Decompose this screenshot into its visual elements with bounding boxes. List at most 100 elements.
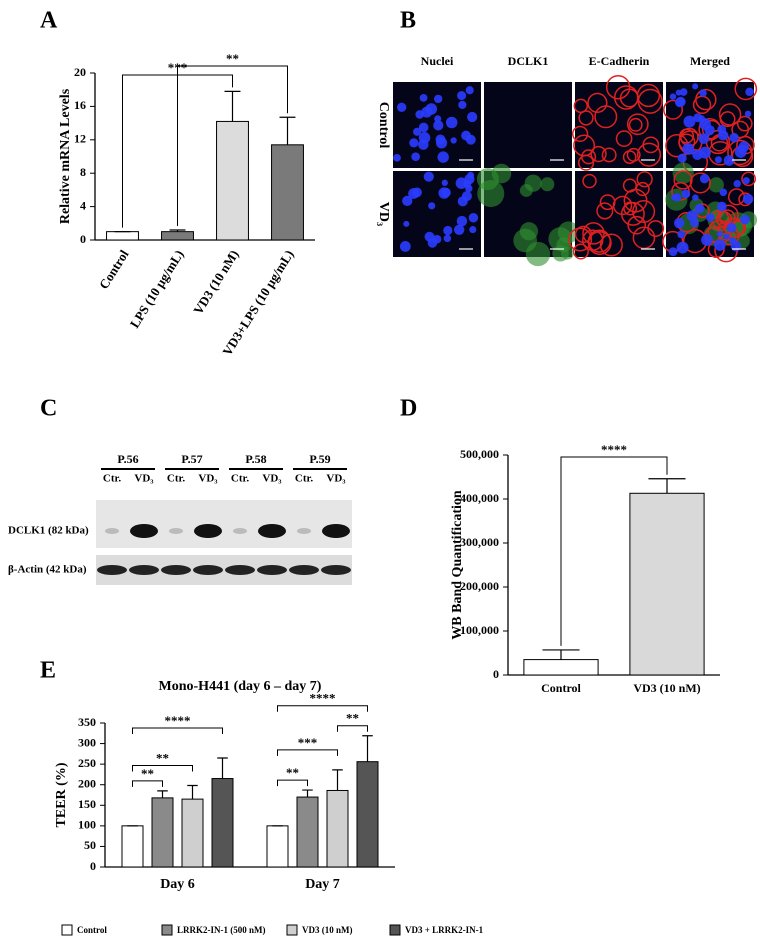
cell-membrane	[572, 243, 589, 260]
nucleus	[450, 137, 457, 144]
significance-bracket	[132, 727, 223, 734]
dclk1-band	[297, 528, 311, 534]
nucleus	[461, 130, 471, 141]
significance-bracket	[277, 749, 338, 756]
y-tick-label: 8	[80, 165, 86, 179]
micrograph	[568, 171, 665, 260]
cell-membrane	[718, 103, 742, 126]
cell-signal	[540, 177, 555, 192]
nucleus	[453, 224, 465, 235]
y-tick-label: 0	[80, 232, 86, 246]
y-tick-label: 16	[74, 98, 86, 112]
micrograph	[571, 74, 663, 171]
nucleus	[701, 233, 713, 246]
y-tick-label: 400,000	[460, 491, 499, 505]
nucleus	[403, 220, 410, 227]
legend-swatch	[61, 924, 73, 936]
error-bar	[217, 757, 228, 779]
bar	[629, 492, 705, 676]
nucleus	[669, 93, 677, 100]
significance-bracket	[177, 65, 288, 226]
dclk1-band	[233, 528, 247, 534]
bar	[121, 825, 144, 868]
cell-membrane	[741, 171, 756, 187]
lane-label: VD₃	[326, 473, 346, 485]
x-tick-label: Day 6	[160, 877, 195, 892]
nucleus	[716, 230, 724, 237]
cell-membrane	[599, 194, 616, 211]
significance-bracket	[277, 705, 368, 712]
error-bar	[542, 649, 580, 660]
nucleus	[686, 210, 698, 222]
nucleus	[699, 89, 707, 97]
nucleus	[457, 91, 467, 101]
column-header: Nuclei	[421, 54, 454, 68]
cell-membrane	[627, 215, 647, 235]
micrograph	[476, 163, 580, 267]
nucleus	[412, 187, 422, 198]
cell-membrane	[632, 199, 656, 224]
nucleus	[465, 184, 473, 193]
nucleus	[692, 194, 699, 201]
nucleus	[730, 240, 742, 252]
legend-swatch	[286, 924, 298, 936]
nucleus	[424, 231, 435, 242]
x-tick-label: Control	[96, 247, 132, 292]
micrograph	[663, 77, 758, 175]
dclk1-band	[322, 524, 350, 538]
y-tick-label: 4	[80, 198, 86, 212]
actin-band	[321, 565, 351, 575]
panel-label: D	[400, 396, 417, 422]
nucleus	[673, 217, 685, 229]
micrograph	[393, 171, 481, 257]
nucleus	[677, 153, 687, 163]
y-axis-label: TEER (%)	[54, 762, 69, 827]
cell-membrane	[587, 231, 612, 255]
cell-membrane	[626, 147, 641, 162]
blot-bg	[96, 500, 352, 548]
nucleus	[714, 239, 726, 251]
nucleus	[718, 130, 729, 141]
significance-bracket	[560, 456, 668, 646]
x-tick-label: VD3 (10 nM)	[190, 247, 241, 317]
nucleus	[694, 203, 705, 214]
x-tick-label: Control	[541, 681, 581, 695]
nucleus	[682, 143, 695, 155]
nucleus	[409, 138, 419, 148]
nucleus	[432, 234, 442, 244]
nucleus	[668, 247, 678, 257]
nucleus	[397, 102, 407, 113]
cell-membrane	[581, 149, 597, 165]
y-tick-label: 100,000	[460, 623, 499, 637]
cell-membrane	[573, 134, 596, 157]
cell-membrane	[620, 201, 645, 226]
nucleus	[692, 149, 703, 160]
cell-membrane	[636, 142, 662, 167]
y-tick-label: 0	[90, 859, 96, 873]
bar	[296, 796, 319, 868]
y-axis-label: WB Band Quantification	[450, 490, 465, 640]
lane-label: VD₃	[198, 473, 218, 485]
nucleus	[698, 133, 710, 144]
y-tick-label: 200,000	[460, 579, 499, 593]
y-tick-label: 150	[78, 797, 96, 811]
y-tick-label: 350	[78, 715, 96, 729]
legend-label: VD3 + LRRK2-IN-1	[405, 925, 484, 935]
legend-label: Control	[77, 925, 107, 935]
dclk1-band	[130, 524, 158, 538]
error-bar	[169, 229, 186, 232]
cell-signal	[708, 177, 724, 193]
bar	[211, 778, 234, 868]
y-tick-label: 300,000	[460, 535, 499, 549]
error-bar	[224, 90, 241, 122]
y-tick-label: 300	[78, 735, 96, 749]
y-tick-label: 200	[78, 776, 96, 790]
micrograph-bg	[484, 82, 572, 168]
actin-band	[225, 565, 255, 575]
significance-bracket	[337, 725, 368, 732]
bar	[216, 120, 249, 241]
micrograph	[393, 82, 481, 168]
passage-label: P.57	[181, 452, 202, 466]
cell-signal	[519, 222, 539, 241]
chart-title: Mono-H441 (day 6 – day 7)	[159, 679, 322, 694]
